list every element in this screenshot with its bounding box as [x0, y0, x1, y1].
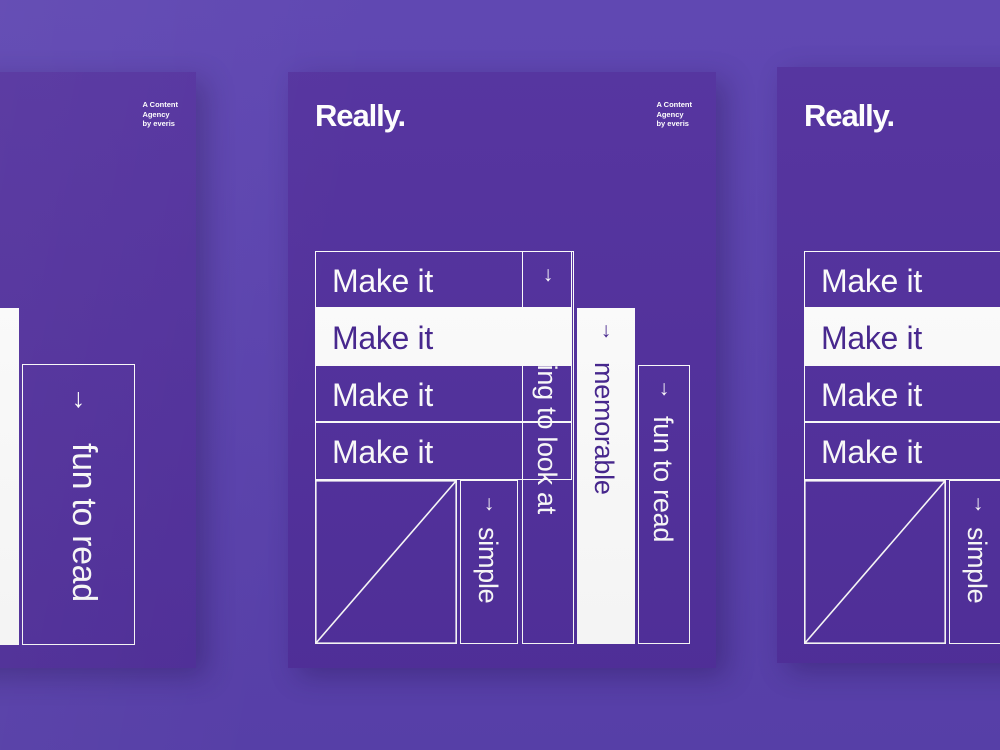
make-it-label-3: Make it [821, 377, 922, 413]
down-arrow-icon: ↓ [658, 377, 670, 400]
column-label-memorable: memorable [589, 362, 619, 495]
byline-line-1: A Content [656, 100, 692, 109]
make-it-label-1: Make it [821, 263, 922, 299]
diagonal-motif-box [804, 480, 946, 644]
down-arrow-icon: ↓ [972, 492, 984, 515]
byline-line-3: by everis [656, 119, 689, 129]
make-it-row-1[interactable] [315, 251, 572, 308]
make-it-label-2: Make it [332, 320, 433, 356]
byline-line-1: A Content [142, 100, 178, 109]
make-it-row-4[interactable] [804, 422, 1000, 480]
make-it-row-2[interactable] [315, 308, 572, 365]
diagonal-motif-box [315, 480, 457, 644]
wordmark-center: Really. [315, 98, 406, 133]
column-fun-to-read-center[interactable]: ↓ fun to read [638, 365, 690, 644]
byline-line-2: Agency [656, 109, 684, 119]
make-it-label-4: Make it [821, 434, 922, 470]
down-arrow-icon: ↓ [71, 383, 86, 413]
poster-right[interactable]: Really. Make it Make it Make it Make it … [777, 67, 1000, 663]
byline-line-3: by everis [142, 119, 175, 129]
wordmark-right: Really. [804, 98, 895, 133]
make-it-label-3: Make it [332, 377, 433, 413]
make-it-row-1[interactable] [804, 251, 1000, 308]
column-fun-to-read-left[interactable]: ↓ fun to read [22, 364, 135, 645]
make-it-row-3[interactable] [804, 365, 1000, 422]
column-simple-center[interactable]: ↓ simple [460, 480, 518, 644]
column-label-fun-to-read: fun to read [648, 416, 678, 543]
byline-center: A Content Agency by everis [656, 100, 692, 129]
make-it-label-4: Make it [332, 434, 433, 470]
make-it-label-2: Make it [821, 320, 922, 356]
column-memorable-center[interactable]: ↓ memorable [577, 308, 635, 644]
column-label-inviting: inviting to look at [532, 318, 562, 514]
make-it-row-4[interactable] [315, 422, 572, 480]
down-arrow-icon: ↓ [600, 319, 612, 342]
make-it-row-2[interactable] [804, 308, 1000, 365]
column-memorable-left[interactable]: ↓ memorable [0, 308, 19, 645]
make-it-label-1: Make it [332, 263, 433, 299]
column-label-fun-to-read: fun to read [65, 443, 103, 602]
column-label-simple: simple [962, 527, 992, 604]
column-inviting-center[interactable]: ↓ inviting to look at [522, 251, 574, 644]
byline-line-2: Agency [142, 109, 170, 119]
byline-left: A Content Agency by everis [142, 100, 178, 129]
down-arrow-icon: ↓ [483, 492, 495, 515]
make-it-row-3[interactable] [315, 365, 572, 422]
poster-left[interactable]: A Content Agency by everis ↓ inviting to… [0, 72, 196, 668]
poster-center[interactable]: Really. A Content Agency by everis Make … [288, 72, 716, 668]
down-arrow-icon: ↓ [542, 263, 554, 286]
column-simple-right[interactable]: ↓ simple [949, 480, 1000, 644]
column-label-simple: simple [473, 527, 503, 604]
